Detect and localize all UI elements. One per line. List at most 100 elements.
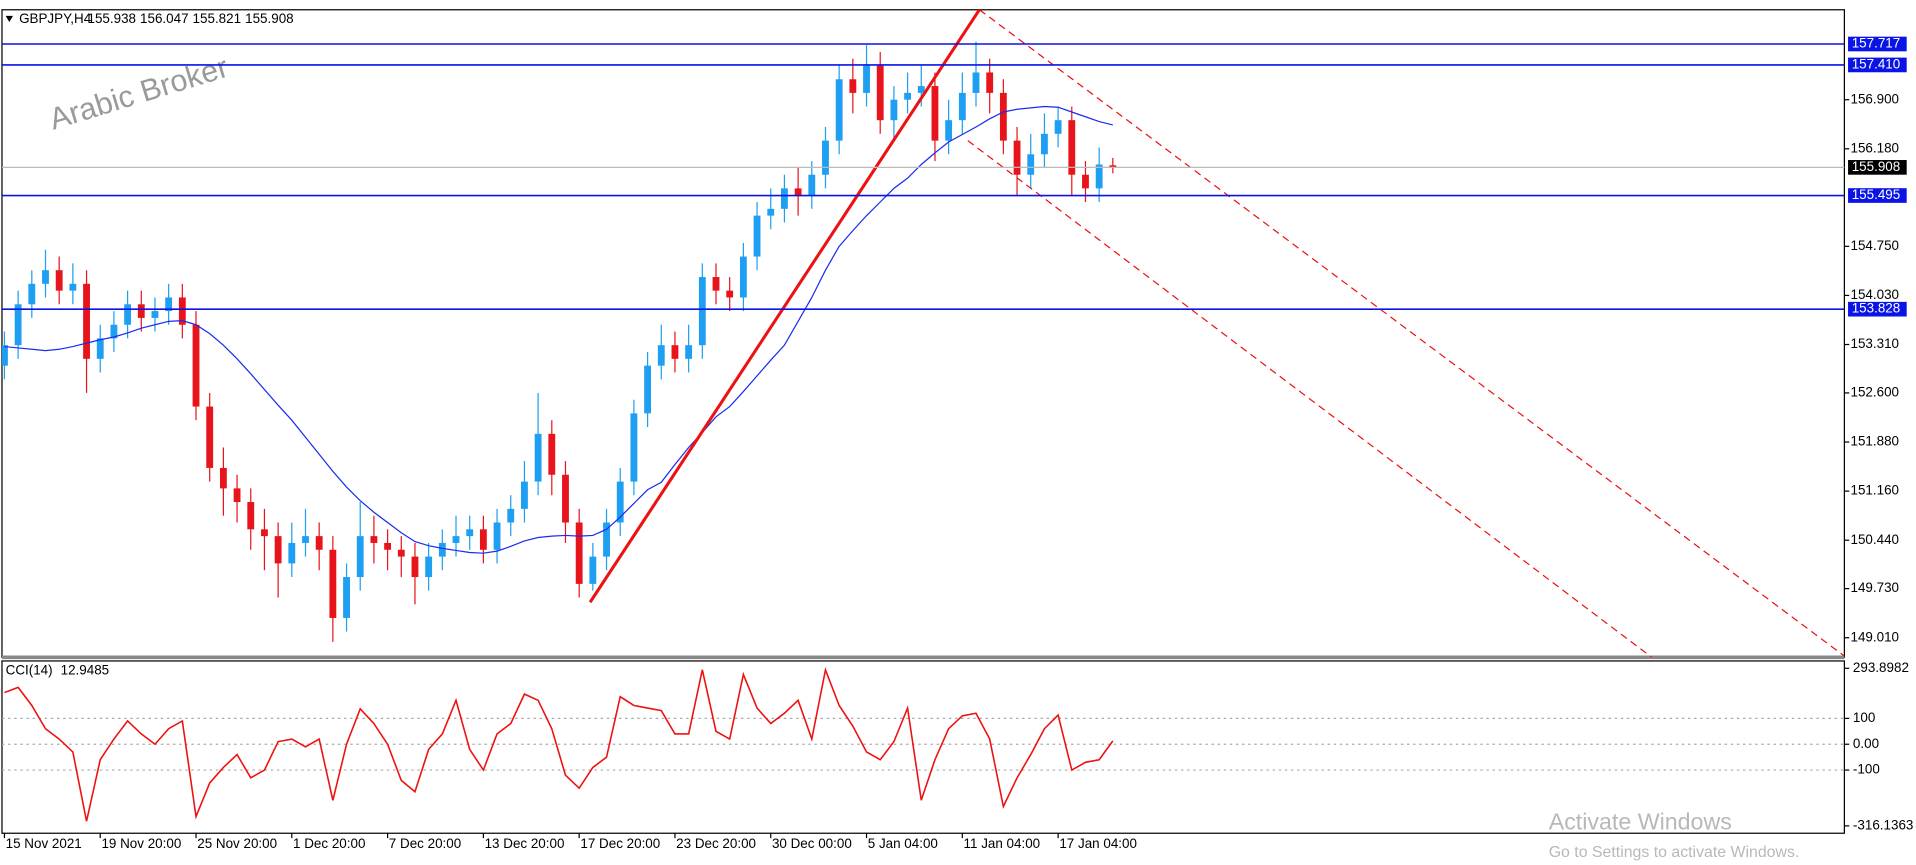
candle-body (521, 481, 528, 509)
candle-body (343, 577, 350, 618)
level-box (1848, 301, 1907, 317)
candle-body (151, 311, 159, 318)
candle-body (233, 488, 241, 503)
candle-body (685, 345, 693, 359)
candle-body (1054, 120, 1062, 134)
x-tick-label: 23 Dec 20:00 (676, 836, 756, 851)
candle-body (69, 283, 77, 291)
candle-body (96, 338, 104, 359)
candle-body (110, 324, 118, 339)
candle-body (219, 467, 227, 489)
x-tick-label: 11 Jan 04:00 (964, 836, 1041, 851)
candle-body (534, 433, 542, 482)
candle-body (493, 522, 501, 550)
candle-body (753, 215, 761, 257)
candle-body (698, 277, 706, 346)
y-tick-label: 156.900 (1850, 91, 1899, 106)
candle-body (28, 283, 36, 305)
candle-body (945, 120, 953, 141)
moving-average (4, 105, 1113, 554)
candle-body (274, 536, 282, 564)
candle-body (972, 72, 980, 93)
candle-body (671, 345, 679, 359)
candle-body (794, 188, 802, 196)
candle-body (466, 529, 474, 537)
indicator-panel (1, 660, 1845, 834)
y-tick-label: 149.730 (1850, 580, 1899, 595)
y-tick-label: 149.010 (1850, 629, 1899, 644)
candle-body (603, 522, 610, 557)
candle-body (575, 522, 583, 584)
candle-body (726, 290, 734, 298)
x-tick-label: 25 Nov 20:00 (197, 836, 277, 851)
x-tick-label: 15 Nov 2021 (6, 836, 82, 851)
x-tick-label: 13 Dec 20:00 (485, 836, 565, 851)
candle-body (1095, 164, 1103, 189)
candle-body (397, 549, 405, 557)
candle-body (589, 556, 597, 584)
candle-body (411, 556, 419, 578)
candle-body (835, 79, 843, 141)
candle-body (712, 277, 720, 291)
candle-body (958, 92, 966, 121)
header-close: 155.908 (245, 11, 294, 26)
overlay-title: Activate Windows (1549, 809, 1732, 835)
x-tick-label: 17 Dec 20:00 (580, 836, 660, 851)
candle-body (548, 433, 556, 475)
candle-body (261, 529, 268, 537)
candle-body (1027, 154, 1035, 175)
candle-body (616, 481, 624, 523)
y-tick-label: 154.750 (1850, 238, 1899, 253)
candle-body (562, 474, 569, 523)
candle-body (986, 72, 994, 93)
candle-body (1109, 165, 1117, 168)
candle-body (479, 529, 487, 550)
candle-body (917, 86, 925, 93)
indicator-tick-label: 0.00 (1853, 736, 1879, 751)
candle-body (247, 502, 255, 530)
candle-body (302, 536, 309, 543)
candle-body (14, 304, 22, 346)
indicator-tick-label: -100 (1853, 762, 1880, 777)
candle-body (739, 256, 747, 298)
candle-body (42, 270, 49, 284)
candle-body (356, 536, 364, 578)
level-label: 157.410 (1852, 56, 1901, 71)
candle-body (55, 270, 63, 291)
header-low: 155.821 (193, 11, 242, 26)
channel-line (967, 140, 1653, 658)
header-high: 156.047 (140, 11, 189, 26)
y-tick-label: 151.160 (1850, 483, 1899, 498)
candle-body (849, 79, 857, 93)
level-label: 155.495 (1852, 187, 1901, 202)
candle-body (1, 345, 8, 366)
current-price-box (1848, 160, 1907, 175)
candle-body (165, 297, 173, 312)
menu-triangle[interactable] (5, 15, 13, 22)
x-tick-label: 30 Dec 00:00 (772, 836, 852, 851)
level-box (1848, 188, 1907, 203)
indicator-tick-label: 293.8982 (1853, 660, 1909, 675)
candle-body (83, 283, 90, 359)
channel-line (979, 9, 1845, 657)
candle-body (863, 65, 870, 93)
candle-body (657, 345, 665, 366)
indicator-tick-label: 100 (1853, 710, 1875, 725)
level-label: 153.828 (1852, 301, 1901, 316)
indicator-tick-label: -316.1363 (1853, 817, 1913, 832)
level-label: 157.717 (1852, 36, 1901, 51)
candle-body (876, 65, 884, 121)
candle-body (1040, 133, 1048, 155)
candle-body (384, 542, 392, 550)
candle-body (452, 536, 460, 543)
x-tick-label: 1 Dec 20:00 (293, 836, 365, 851)
candle-body (1082, 174, 1089, 189)
candle-body (999, 92, 1007, 141)
candle-body (438, 542, 446, 557)
x-tick-label: 17 Jan 04:00 (1059, 836, 1137, 851)
candle-body (507, 508, 515, 523)
candle-body (315, 536, 323, 550)
